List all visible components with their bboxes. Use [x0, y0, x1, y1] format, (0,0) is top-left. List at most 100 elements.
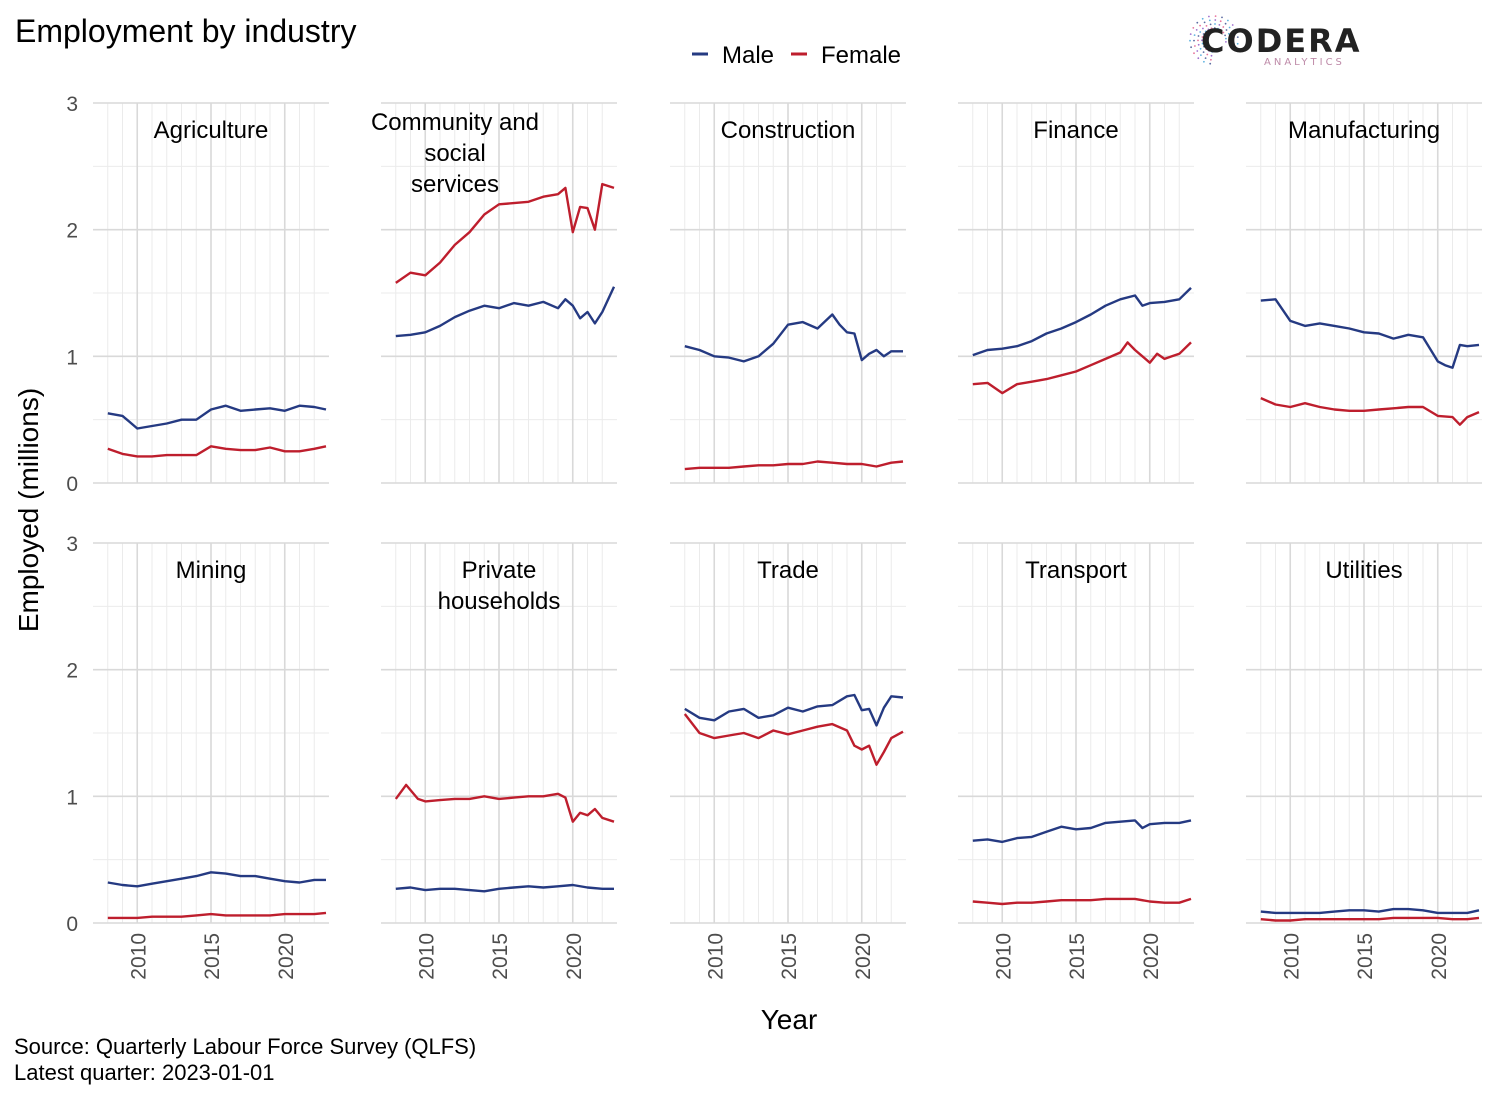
logo-dot — [1231, 31, 1234, 34]
series-line-male — [107, 404, 327, 430]
panel-title-line: Finance — [1033, 117, 1118, 144]
logo-dot — [1205, 48, 1208, 50]
series-line-male — [684, 693, 904, 727]
logo-dot — [1219, 20, 1222, 23]
y-tick-label: 1 — [66, 786, 78, 809]
series-line-female — [107, 911, 327, 920]
logo-dot — [1199, 24, 1201, 27]
panel-title-line: Trade — [757, 557, 819, 584]
logo-dot — [1205, 25, 1208, 27]
panel-trade: Trade 2010 2015 2020 — [670, 542, 906, 980]
x-tick-label: 2020 — [563, 933, 586, 980]
panel-title-line: social — [424, 140, 485, 167]
panel-finance: Finance — [958, 102, 1194, 484]
series-line-male — [395, 286, 616, 338]
logo-dot — [1201, 36, 1204, 38]
y-tick-label: 3 — [66, 533, 78, 556]
series-line-male — [1260, 907, 1480, 915]
x-tick-label: 2010 — [1280, 933, 1303, 980]
logo-dot — [1211, 51, 1213, 53]
x-tick-label: 2020 — [852, 933, 875, 980]
logo-dot — [1224, 34, 1226, 37]
logo-dot — [1203, 21, 1206, 24]
logo-dot — [1192, 27, 1195, 29]
panel-title-line: Manufacturing — [1288, 117, 1440, 144]
logo-dot — [1218, 24, 1221, 26]
logo-dot — [1206, 53, 1209, 56]
series-line-female — [394, 783, 615, 823]
logo-dot — [1203, 45, 1205, 48]
logo-dot — [1208, 50, 1210, 52]
caption-latest: Latest quarter: 2023-01-01 — [14, 1060, 275, 1085]
logo-dot — [1207, 28, 1210, 31]
panel-community-and-social-services: Community and social services — [371, 102, 617, 484]
logo-dot — [1203, 60, 1205, 63]
x-tick-label: 2010 — [992, 933, 1015, 980]
logo-tagline: ANALYTICS — [1264, 57, 1345, 68]
x-tick-label: 2015 — [201, 933, 224, 980]
panel-construction: Construction — [670, 102, 906, 484]
x-tick-label: 2010 — [127, 933, 150, 980]
panel-title-line: Mining — [176, 557, 247, 584]
x-tick-label: 2010 — [704, 933, 727, 980]
y-tick-label: 3 — [66, 93, 78, 116]
logo-dot — [1222, 26, 1225, 28]
legend-label-male: Male — [722, 42, 774, 69]
logo-dot — [1197, 39, 1199, 42]
series-line-female — [107, 445, 327, 458]
panel-title-private-households: Private households — [438, 557, 561, 615]
legend-label-female: Female — [821, 42, 901, 69]
panel-mining: Mining 0 1 2 3 2010 2015 2020 — [66, 533, 329, 980]
caption-source: Source: Quarterly Labour Force Survey (Q… — [14, 1034, 476, 1059]
y-tick-label: 2 — [66, 220, 78, 243]
logo-dot — [1210, 54, 1213, 57]
logo-dot — [1210, 27, 1213, 30]
codera-logo: CODERA ANALYTICS — [1189, 15, 1360, 68]
series-line-female — [684, 460, 904, 471]
logo-dot — [1233, 36, 1235, 39]
codera-logo-mark-icon — [1189, 15, 1239, 65]
x-tick-label: 2020 — [1140, 933, 1163, 980]
logo-dot — [1202, 51, 1205, 53]
logo-dot — [1199, 31, 1202, 33]
chart-title: Employment by industry — [15, 13, 356, 49]
panel-title-line: Private — [462, 557, 537, 584]
panel-title-line: households — [438, 588, 561, 615]
series-line-female — [1260, 396, 1480, 426]
logo-dot — [1235, 29, 1237, 32]
logo-dot — [1201, 17, 1204, 20]
x-tick-label: 2020 — [275, 933, 298, 980]
y-tick-label: 1 — [66, 346, 78, 369]
panel-manufacturing: Manufacturing — [1246, 102, 1482, 484]
series-line-male — [972, 819, 1192, 844]
logo-dot — [1225, 37, 1227, 40]
panel-title-construction: Construction — [721, 117, 856, 144]
logo-dot — [1209, 62, 1212, 65]
logo-dot — [1200, 54, 1202, 56]
y-tick-label: 0 — [66, 913, 78, 936]
series-line-female — [1260, 916, 1480, 922]
series-line-female — [972, 341, 1192, 395]
y-tick-label: 2 — [66, 660, 78, 683]
series-line-male — [107, 871, 326, 888]
logo-dot — [1194, 45, 1196, 47]
y-tick-label: 0 — [66, 473, 78, 496]
panel-title-line: services — [411, 171, 499, 198]
x-tick-label: 2015 — [778, 933, 801, 980]
panel-title-mining: Mining — [176, 557, 247, 584]
logo-dot — [1193, 34, 1196, 36]
logo-dot — [1225, 41, 1227, 43]
logo-dot — [1209, 23, 1212, 26]
logo-dot — [1190, 46, 1192, 49]
logo-dot — [1208, 19, 1211, 22]
logo-dot — [1236, 42, 1239, 45]
logo-dot — [1193, 52, 1195, 55]
panel-title-agriculture: Agriculture — [154, 117, 269, 144]
logo-dot — [1199, 47, 1202, 50]
series-line-male — [1260, 298, 1480, 369]
panel-title-line: Construction — [721, 117, 856, 144]
x-axis-label: Year — [761, 1004, 818, 1035]
panel-utilities: Utilities 2010 2015 2020 — [1246, 542, 1482, 980]
logo-dot — [1227, 19, 1229, 22]
